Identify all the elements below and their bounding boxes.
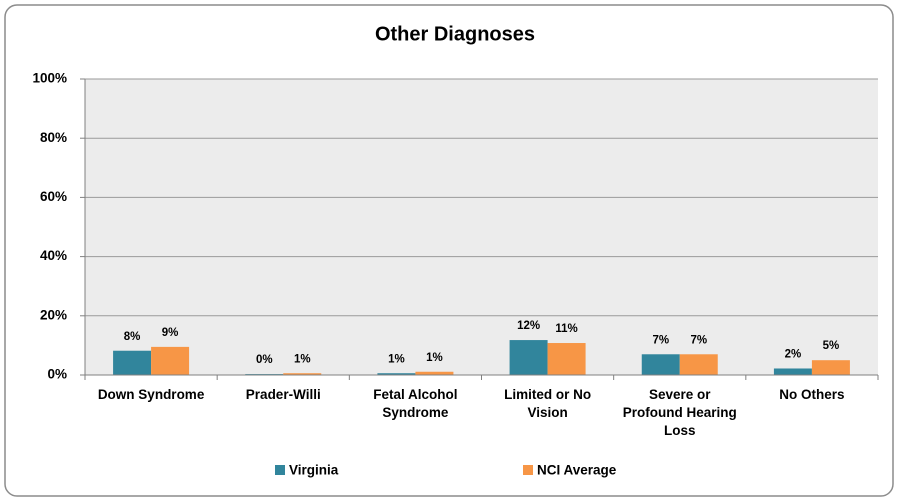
plot-area	[85, 79, 878, 375]
value-label: 7%	[690, 334, 707, 346]
bar	[415, 371, 454, 375]
x-tick-label: No Others	[779, 387, 845, 402]
y-tick-label: 20%	[40, 307, 67, 322]
y-tick-label: 0%	[47, 367, 67, 382]
bar	[151, 346, 190, 375]
legend-label: NCI Average	[537, 463, 617, 478]
bar	[679, 354, 718, 375]
legend-label: Virginia	[289, 463, 339, 478]
bar	[773, 368, 812, 375]
value-label: 0%	[256, 354, 273, 366]
value-label: 2%	[785, 349, 802, 361]
legend-swatch	[523, 465, 533, 475]
bar	[509, 340, 548, 375]
y-tick-label: 60%	[40, 189, 67, 204]
value-label: 8%	[124, 331, 141, 343]
x-tick-label: Fetal Alcohol Syndrome	[373, 387, 458, 420]
y-tick-label: 80%	[40, 130, 67, 145]
bar	[641, 354, 680, 375]
bar	[547, 343, 586, 375]
bar	[811, 360, 850, 375]
value-label: 12%	[517, 320, 540, 332]
value-label: 11%	[555, 323, 577, 335]
x-tick-label: Down Syndrome	[97, 387, 205, 402]
value-label: 1%	[426, 352, 443, 364]
x-tick-label: Limited or No Vision	[504, 387, 592, 420]
bar	[283, 373, 322, 375]
x-tick-label: Severe or Profound Hearing Loss	[622, 387, 737, 438]
value-label: 5%	[823, 340, 840, 352]
value-label: 9%	[162, 327, 179, 339]
y-tick-label: 40%	[40, 248, 67, 263]
chart-title: Other Diagnoses	[375, 23, 535, 45]
value-label: 7%	[652, 334, 669, 346]
value-label: 1%	[294, 353, 311, 365]
x-tick-label: Prader-Willi	[245, 387, 321, 402]
legend-swatch	[275, 465, 285, 475]
bar	[377, 373, 416, 375]
bar	[113, 350, 152, 375]
y-tick-label: 100%	[32, 71, 67, 86]
value-label: 1%	[388, 353, 405, 365]
